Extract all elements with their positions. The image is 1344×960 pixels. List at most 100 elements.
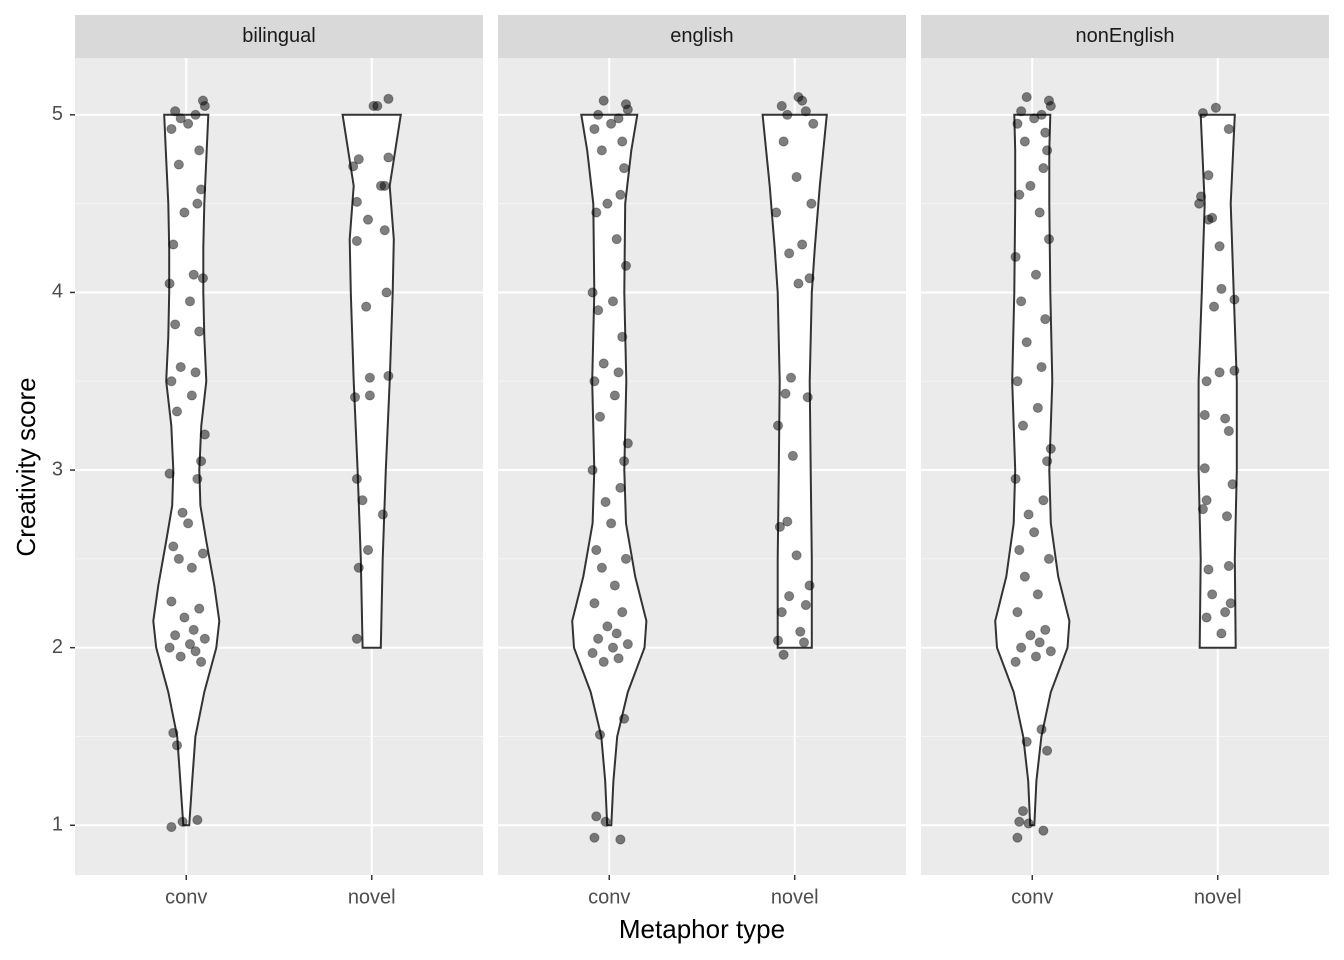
point	[1197, 107, 1208, 119]
point	[795, 626, 806, 637]
point	[353, 562, 364, 573]
point	[166, 596, 177, 607]
point	[1201, 376, 1212, 387]
point	[1199, 409, 1210, 421]
point	[197, 548, 209, 559]
point	[166, 376, 177, 387]
point	[166, 821, 177, 833]
point	[168, 727, 179, 739]
point	[168, 541, 179, 552]
point	[188, 624, 199, 636]
point	[1032, 589, 1043, 600]
point	[619, 456, 630, 467]
y-tick-label: 2	[52, 636, 63, 658]
point	[602, 621, 613, 632]
y-tick-label: 3	[52, 458, 63, 480]
point	[613, 367, 624, 378]
point	[785, 372, 797, 383]
point	[591, 207, 602, 218]
point	[192, 814, 203, 826]
point	[772, 420, 784, 431]
point	[188, 269, 199, 280]
point	[791, 550, 802, 561]
point	[1038, 163, 1049, 174]
point	[199, 429, 210, 440]
point	[379, 180, 390, 191]
point	[1042, 745, 1053, 756]
point	[1201, 495, 1212, 506]
point	[1036, 724, 1047, 735]
point	[1195, 191, 1207, 202]
point	[1016, 642, 1027, 653]
point	[1016, 106, 1027, 117]
point	[1045, 646, 1056, 657]
point	[197, 273, 209, 284]
point	[791, 171, 802, 183]
point	[171, 406, 183, 417]
point	[798, 637, 810, 648]
point	[348, 161, 359, 172]
point	[784, 591, 795, 602]
point	[166, 123, 177, 135]
point	[1034, 207, 1045, 218]
point	[357, 495, 368, 506]
point	[1021, 337, 1032, 348]
point	[1012, 832, 1023, 843]
point	[596, 562, 607, 573]
point	[793, 278, 804, 289]
point	[613, 653, 624, 664]
point	[615, 482, 626, 493]
point	[1012, 607, 1023, 618]
point	[587, 647, 598, 659]
point	[611, 628, 622, 639]
point	[1203, 564, 1214, 575]
point	[1225, 598, 1236, 609]
point	[617, 136, 628, 147]
point	[596, 145, 607, 156]
point	[1036, 109, 1047, 120]
point	[179, 207, 190, 218]
point	[589, 832, 600, 843]
point	[1021, 736, 1032, 747]
point	[362, 214, 374, 225]
x-tick-label: conv	[165, 886, 207, 908]
point	[804, 273, 815, 284]
strip-label: english	[670, 25, 733, 47]
x-tick-label: novel	[348, 886, 396, 908]
strip	[75, 15, 483, 58]
y-axis-title: Creativity score	[11, 377, 41, 556]
panel	[498, 58, 906, 875]
point	[620, 260, 632, 271]
point	[1012, 376, 1023, 387]
point	[179, 612, 190, 623]
point	[383, 152, 394, 163]
point	[1045, 443, 1056, 454]
point	[171, 740, 183, 751]
point	[364, 372, 375, 383]
point	[383, 93, 394, 104]
point	[609, 390, 620, 401]
point	[800, 599, 811, 611]
point	[196, 456, 207, 467]
panel	[921, 58, 1329, 875]
point	[622, 639, 633, 650]
point	[175, 651, 186, 662]
point	[1043, 95, 1055, 106]
point	[776, 607, 787, 618]
point	[194, 326, 205, 337]
point	[611, 234, 622, 245]
point	[175, 361, 186, 373]
point	[1025, 630, 1036, 641]
point	[194, 145, 205, 156]
point	[192, 198, 203, 209]
point	[173, 553, 184, 564]
point	[1040, 624, 1051, 636]
point	[1029, 527, 1040, 538]
point	[196, 656, 207, 667]
point	[607, 296, 619, 307]
point	[349, 392, 361, 403]
point	[1025, 180, 1036, 191]
point	[1010, 656, 1021, 667]
point	[594, 729, 606, 740]
